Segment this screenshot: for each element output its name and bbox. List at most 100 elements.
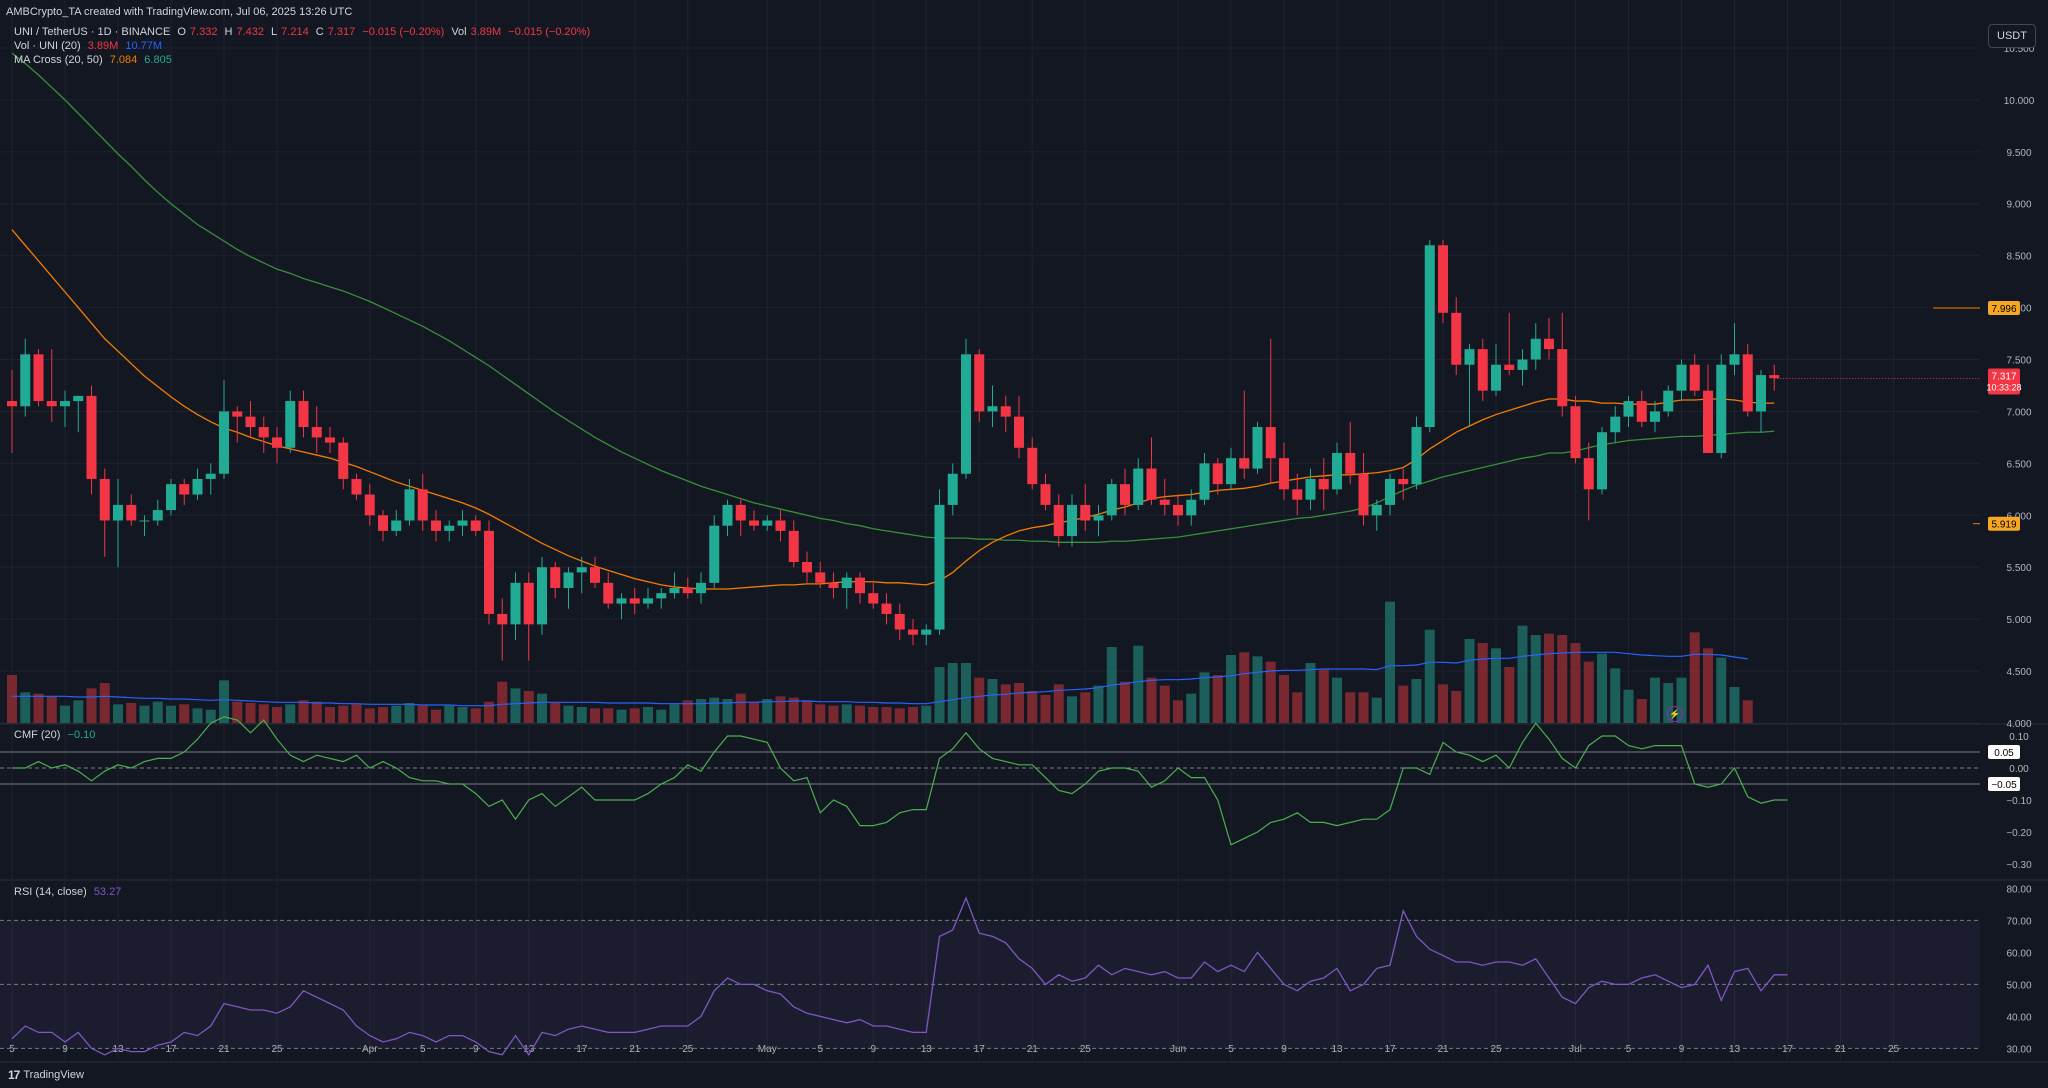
x-tick-label: 13 <box>1729 1044 1741 1055</box>
tradingview-logo-icon: 17 <box>8 1068 20 1082</box>
volume-bar <box>1318 669 1329 723</box>
candle-body <box>868 593 879 604</box>
ma20-line <box>11 229 1775 590</box>
volume-bar <box>404 703 415 723</box>
volume-bar <box>722 699 733 723</box>
ma-legend[interactable]: MA Cross (20, 50) 7.084 6.805 <box>14 54 176 66</box>
candle-body <box>881 603 892 614</box>
candle-body <box>86 395 97 479</box>
candle-body <box>1212 463 1223 485</box>
volume-bar <box>934 667 945 723</box>
candle-body <box>73 395 84 402</box>
candle-body <box>590 567 600 583</box>
cmf-y-tick: −0.20 <box>2006 828 2032 839</box>
candle-body <box>1703 390 1713 453</box>
volume-bar <box>1332 677 1342 723</box>
volume-bar <box>1676 677 1687 723</box>
candle-body <box>987 406 998 412</box>
cmf-line <box>12 716 1788 846</box>
candle-body <box>60 401 70 407</box>
candle-body <box>1173 504 1183 516</box>
volume-bar <box>1239 652 1250 723</box>
high-label: H <box>224 26 233 38</box>
candle-body <box>563 572 574 588</box>
candle-body <box>788 530 799 563</box>
volume-bar <box>20 692 31 723</box>
x-tick-label: 5 <box>9 1044 15 1055</box>
vol-legend-v2: 10.77M <box>125 40 163 52</box>
volume-bar <box>457 707 468 723</box>
volume-bar <box>1742 700 1753 723</box>
candle-body <box>749 520 759 526</box>
rsi-y-tick: 40.00 <box>2006 1012 2031 1023</box>
volume-bar <box>46 696 57 723</box>
volume-bar <box>497 681 508 723</box>
volume-bar <box>1212 675 1223 723</box>
price-change: −0.015 (−0.20%) <box>362 26 445 38</box>
candle-body <box>616 598 627 604</box>
candle-body <box>974 354 985 412</box>
close-value: 7.317 <box>327 26 356 38</box>
candle-body <box>1583 458 1594 490</box>
x-tick-label: 21 <box>1027 1044 1039 1055</box>
candle-body <box>1385 478 1395 505</box>
volume-bar <box>603 708 614 723</box>
y-tick-label: 5.500 <box>2006 563 2031 574</box>
candle-body <box>1557 349 1568 407</box>
footer-brand: 17 TradingView <box>8 1068 84 1082</box>
volume-bar <box>1080 692 1091 723</box>
volume-bar <box>815 704 826 723</box>
candle-body <box>1371 504 1382 516</box>
cmf-y-tick: 0.00 <box>2009 764 2029 775</box>
candle-body <box>894 613 905 630</box>
volume-bar <box>126 703 137 723</box>
volume-bar <box>947 663 958 723</box>
candle-body <box>391 520 402 531</box>
candle-body <box>1252 427 1263 469</box>
vol-change: −0.015 (−0.20%) <box>508 26 591 38</box>
volume-bar <box>351 704 362 723</box>
candle-body <box>1305 478 1316 500</box>
candle-body <box>1504 364 1515 370</box>
candle-body <box>1199 463 1210 500</box>
candle-body <box>1610 416 1621 433</box>
volume-bar <box>192 708 203 723</box>
x-tick-label: 5 <box>817 1044 823 1055</box>
cmf-legend[interactable]: CMF (20) −0.10 <box>14 729 99 741</box>
candle-body <box>947 473 958 505</box>
vol-legend[interactable]: Vol · UNI (20) 3.89M 10.77M <box>14 40 166 52</box>
candle-body <box>497 613 508 625</box>
x-tick-label: 25 <box>271 1044 283 1055</box>
symbol-legend[interactable]: UNI / TetherUS · 1D · BINANCE O 7.332 H 7.… <box>14 26 594 38</box>
volume-bar <box>152 701 163 723</box>
x-tick-label: 21 <box>629 1044 641 1055</box>
volume-bar <box>179 704 190 723</box>
candle-body <box>1597 432 1607 490</box>
created-by-header: AMBCrypto_TA created with TradingView.co… <box>6 6 353 18</box>
volume-bar <box>1186 693 1197 723</box>
volume-bar <box>1226 655 1236 723</box>
volume-bar <box>311 701 322 723</box>
candle-body <box>523 582 534 625</box>
volume-bar <box>431 709 441 723</box>
candle-body <box>1332 452 1342 490</box>
candle-body <box>113 504 123 521</box>
candle-body <box>457 520 468 526</box>
volume-bar <box>325 707 335 723</box>
cmf-band-label: 0.05 <box>1994 748 2014 759</box>
candle-body <box>1411 427 1422 485</box>
candle-body <box>166 484 176 511</box>
currency-button[interactable]: USDT <box>1988 24 2036 48</box>
volume-bar <box>1146 677 1157 723</box>
volume-bar <box>1557 635 1568 723</box>
candle-body <box>46 401 57 407</box>
candle-body <box>338 442 349 479</box>
rsi-legend[interactable]: RSI (14, close) 53.27 <box>14 886 125 898</box>
vol-label: Vol <box>451 26 467 38</box>
rsi-line <box>11 896 1788 1057</box>
level-label: 5.919 <box>1991 520 2016 531</box>
x-tick-label: Apr <box>362 1044 378 1055</box>
lightning-icon[interactable]: ⚡ <box>1667 706 1683 722</box>
volume-bar <box>1451 691 1462 723</box>
volume-bar <box>258 704 269 723</box>
